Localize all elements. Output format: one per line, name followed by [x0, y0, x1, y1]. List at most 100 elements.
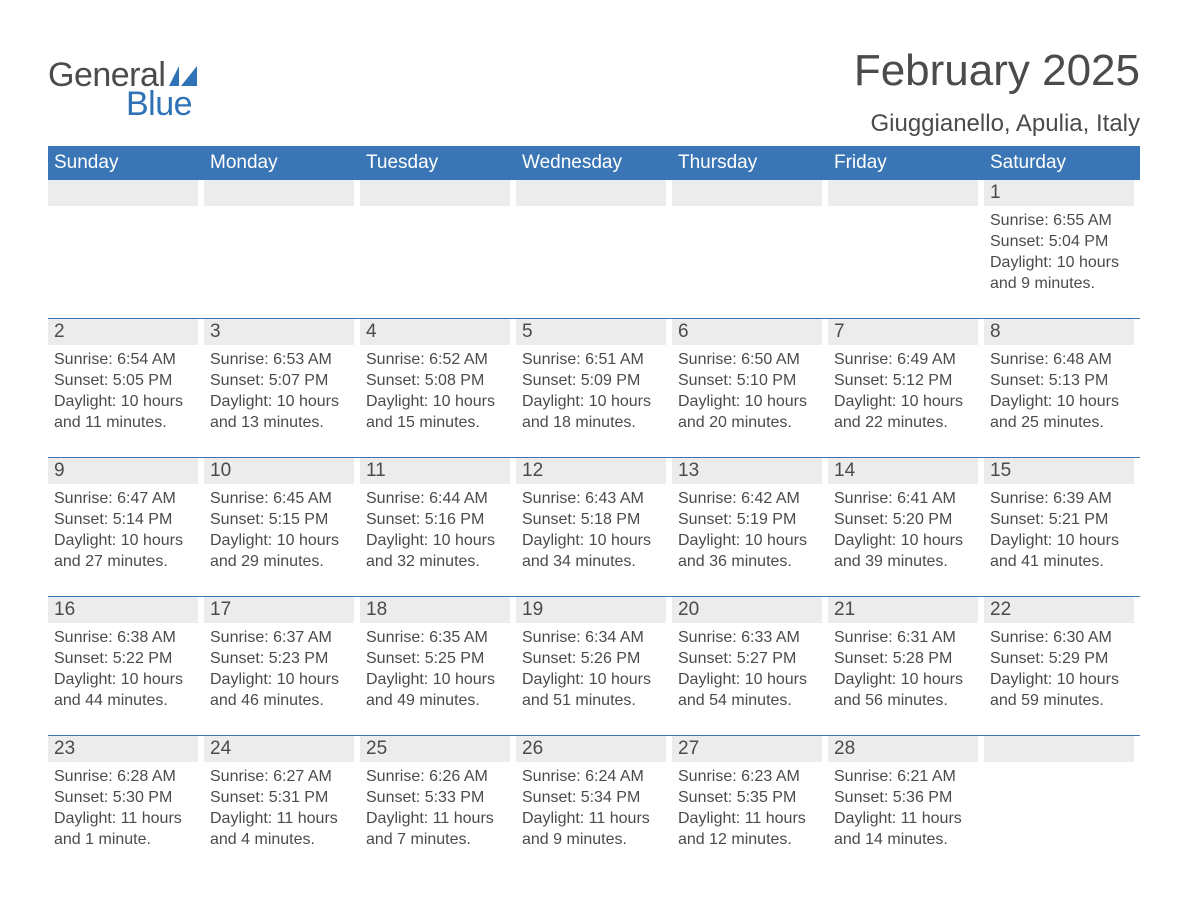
daylight-line1: Daylight: 11 hours — [678, 808, 822, 829]
daylight-line2: and 18 minutes. — [522, 412, 666, 433]
day-cell — [204, 180, 360, 298]
day-number: 16 — [48, 597, 198, 623]
month-title: February 2025 — [854, 46, 1140, 96]
sunset-text: Sunset: 5:19 PM — [678, 509, 822, 530]
day-body: Sunrise: 6:31 AMSunset: 5:28 PMDaylight:… — [828, 623, 978, 711]
daylight-line1: Daylight: 10 hours — [990, 530, 1134, 551]
daylight-line2: and 27 minutes. — [54, 551, 198, 572]
dow-wednesday: Wednesday — [516, 146, 672, 180]
day-cell: 7Sunrise: 6:49 AMSunset: 5:12 PMDaylight… — [828, 319, 984, 437]
sunrise-text: Sunrise: 6:52 AM — [366, 349, 510, 370]
day-number: 26 — [516, 736, 666, 762]
day-body: Sunrise: 6:45 AMSunset: 5:15 PMDaylight:… — [204, 484, 354, 572]
sunset-text: Sunset: 5:28 PM — [834, 648, 978, 669]
day-body — [516, 206, 666, 210]
daylight-line2: and 12 minutes. — [678, 829, 822, 850]
sunset-text: Sunset: 5:23 PM — [210, 648, 354, 669]
sunset-text: Sunset: 5:18 PM — [522, 509, 666, 530]
day-cell: 8Sunrise: 6:48 AMSunset: 5:13 PMDaylight… — [984, 319, 1140, 437]
day-cell — [672, 180, 828, 298]
dow-row: Sunday Monday Tuesday Wednesday Thursday… — [48, 146, 1140, 180]
sunset-text: Sunset: 5:20 PM — [834, 509, 978, 530]
day-body: Sunrise: 6:54 AMSunset: 5:05 PMDaylight:… — [48, 345, 198, 433]
sunrise-text: Sunrise: 6:33 AM — [678, 627, 822, 648]
sunset-text: Sunset: 5:12 PM — [834, 370, 978, 391]
daylight-line1: Daylight: 10 hours — [522, 530, 666, 551]
dow-friday: Friday — [828, 146, 984, 180]
day-body: Sunrise: 6:39 AMSunset: 5:21 PMDaylight:… — [984, 484, 1134, 572]
day-number — [360, 180, 510, 206]
daylight-line1: Daylight: 10 hours — [366, 669, 510, 690]
day-cell: 13Sunrise: 6:42 AMSunset: 5:19 PMDayligh… — [672, 458, 828, 576]
daylight-line1: Daylight: 10 hours — [210, 391, 354, 412]
day-number: 6 — [672, 319, 822, 345]
day-number: 8 — [984, 319, 1134, 345]
daylight-line1: Daylight: 10 hours — [678, 391, 822, 412]
sunset-text: Sunset: 5:35 PM — [678, 787, 822, 808]
daylight-line1: Daylight: 10 hours — [522, 391, 666, 412]
sunset-text: Sunset: 5:34 PM — [522, 787, 666, 808]
daylight-line2: and 11 minutes. — [54, 412, 198, 433]
daylight-line2: and 29 minutes. — [210, 551, 354, 572]
sunrise-text: Sunrise: 6:39 AM — [990, 488, 1134, 509]
day-body: Sunrise: 6:48 AMSunset: 5:13 PMDaylight:… — [984, 345, 1134, 433]
dow-thursday: Thursday — [672, 146, 828, 180]
week-row: 16 Sunrise: 6:38 AMSunset: 5:22 PM Dayligh… — [48, 596, 1140, 715]
daylight-line2: and 9 minutes. — [522, 829, 666, 850]
sunrise-text: Sunrise: 6:23 AM — [678, 766, 822, 787]
sunrise-text: Sunrise: 6:41 AM — [834, 488, 978, 509]
sunrise-text: Sunrise: 6:35 AM — [366, 627, 510, 648]
day-body: Sunrise: 6:47 AMSunset: 5:14 PMDaylight:… — [48, 484, 198, 572]
sunrise-text: Sunrise: 6:42 AM — [678, 488, 822, 509]
daylight-line1: Daylight: 10 hours — [54, 530, 198, 551]
sunrise-text: Sunrise: 6:30 AM — [990, 627, 1134, 648]
daylight-line2: and 15 minutes. — [366, 412, 510, 433]
day-cell: 4Sunrise: 6:52 AMSunset: 5:08 PMDaylight… — [360, 319, 516, 437]
day-number: 13 — [672, 458, 822, 484]
sunset-text: Sunset: 5:31 PM — [210, 787, 354, 808]
week-row: 1Sunrise: 6:55 AMSunset: 5:04 PMDaylight… — [48, 180, 1140, 298]
sunrise-text: Sunrise: 6:38 AM — [54, 627, 198, 648]
daylight-line1: Daylight: 11 hours — [210, 808, 354, 829]
day-cell: 2Sunrise: 6:54 AMSunset: 5:05 PMDaylight… — [48, 319, 204, 437]
day-number: 21 — [828, 597, 978, 623]
sunrise-text: Sunrise: 6:48 AM — [990, 349, 1134, 370]
day-number: 15 — [984, 458, 1134, 484]
daylight-line2: and 1 minute. — [54, 829, 198, 850]
day-number: 24 — [204, 736, 354, 762]
day-number: 5 — [516, 319, 666, 345]
day-cell: 10Sunrise: 6:45 AMSunset: 5:15 PMDayligh… — [204, 458, 360, 576]
daylight-line1: Daylight: 10 hours — [834, 530, 978, 551]
daylight-line1: Daylight: 10 hours — [990, 252, 1134, 273]
sunset-text: Sunset: 5:15 PM — [210, 509, 354, 530]
daylight-line1: Daylight: 11 hours — [366, 808, 510, 829]
sunrise-text: Sunrise: 6:27 AM — [210, 766, 354, 787]
day-cell: 17Sunrise: 6:37 AMSunset: 5:23 PMDayligh… — [204, 597, 360, 715]
sunrise-text: Sunrise: 6:37 AM — [210, 627, 354, 648]
day-cell: 9Sunrise: 6:47 AMSunset: 5:14 PMDaylight… — [48, 458, 204, 576]
day-body: Sunrise: 6:21 AMSunset: 5:36 PMDaylight:… — [828, 762, 978, 850]
day-cell: 11Sunrise: 6:44 AMSunset: 5:16 PMDayligh… — [360, 458, 516, 576]
day-number: 10 — [204, 458, 354, 484]
daylight-line2: and 4 minutes. — [210, 829, 354, 850]
day-body: Sunrise: 6:53 AMSunset: 5:07 PMDaylight:… — [204, 345, 354, 433]
day-cell: 23Sunrise: 6:28 AMSunset: 5:30 PMDayligh… — [48, 736, 204, 854]
sunrise-text: Sunrise: 6:43 AM — [522, 488, 666, 509]
sunrise-text: Sunrise: 6:49 AM — [834, 349, 978, 370]
week-row: 2Sunrise: 6:54 AMSunset: 5:05 PMDaylight… — [48, 318, 1140, 437]
daylight-line2: and 41 minutes. — [990, 551, 1134, 572]
header: General Blue February 2025 Giuggianello,… — [48, 20, 1140, 138]
sunset-text: Sunset: 5:30 PM — [54, 787, 198, 808]
daylight-line2: and 54 minutes. — [678, 690, 822, 711]
day-number — [828, 180, 978, 206]
daylight-line1: Daylight: 10 hours — [54, 391, 198, 412]
day-cell: 27 Sunrise: 6:23 AMSunset: 5:35 PMDayligh… — [672, 736, 828, 854]
day-body: Sunrise: 6:50 AMSunset: 5:10 PMDaylight:… — [672, 345, 822, 433]
day-cell: 15Sunrise: 6:39 AMSunset: 5:21 PMDayligh… — [984, 458, 1140, 576]
sunset-text: Sunset: 5:08 PM — [366, 370, 510, 391]
sunset-text: Sunset: 5:27 PM — [678, 648, 822, 669]
sunset-text: Sunset: 5:22 PM — [54, 648, 198, 669]
location-text: Giuggianello, Apulia, Italy — [854, 110, 1140, 138]
day-body: Sunrise: 6:28 AMSunset: 5:30 PMDaylight:… — [48, 762, 198, 850]
day-number: 27 — [672, 736, 822, 762]
